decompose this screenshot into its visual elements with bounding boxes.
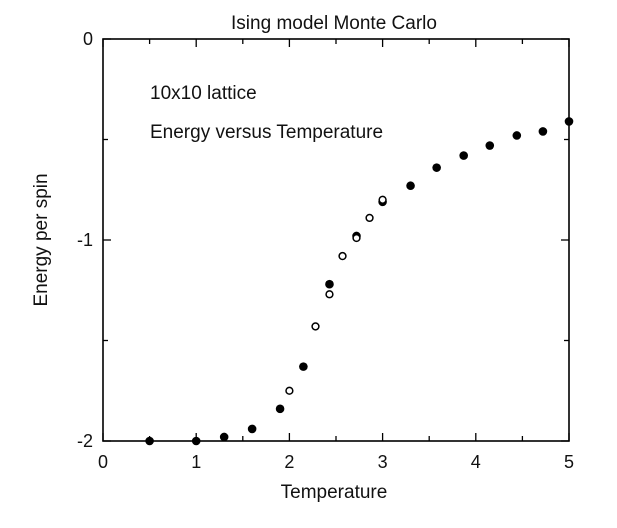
data-point-open	[378, 195, 387, 204]
x-tick-label: 2	[284, 452, 294, 472]
annotation-energy-vs-temperature: Energy versus Temperature	[150, 122, 383, 143]
data-point-filled	[512, 131, 522, 140]
data-point-filled	[247, 424, 257, 434]
data-point-open	[285, 386, 294, 395]
y-tick-label: -1	[77, 230, 93, 250]
data-point-filled	[538, 127, 548, 136]
x-tick-label: 5	[564, 452, 574, 472]
x-tick-label: 0	[98, 452, 108, 472]
data-point-filled	[219, 432, 229, 442]
y-tick-label: 0	[83, 29, 93, 49]
data-point-filled	[485, 141, 495, 150]
data-point-open	[325, 290, 334, 299]
x-tick-label: 1	[191, 452, 201, 472]
data-point-filled	[145, 436, 154, 446]
data-point-open	[311, 322, 320, 331]
data-point-filled	[325, 279, 334, 289]
data-point-open	[352, 233, 361, 243]
x-axis-label: Temperature	[281, 482, 388, 503]
data-point-filled	[406, 181, 415, 191]
data-point-filled	[432, 163, 441, 172]
annotation-lattice: 10x10 lattice	[150, 83, 257, 104]
y-tick-label: -2	[77, 431, 93, 451]
chart-title: Ising model Monte Carlo	[231, 13, 437, 34]
data-point-open	[365, 213, 374, 223]
data-point-filled	[564, 117, 574, 126]
axis-ticks	[102, 38, 570, 442]
data-point-filled	[299, 362, 308, 371]
data-point-open	[338, 251, 347, 261]
y-axis-label: Energy per spin	[31, 173, 52, 306]
x-tick-label: 3	[378, 452, 388, 472]
data-point-filled	[275, 404, 285, 414]
data-points	[145, 117, 574, 446]
data-point-filled	[191, 436, 201, 446]
data-point-filled	[459, 151, 468, 160]
axis-tick-labels: 0 1 2 3 4 5 -2 -1 0	[77, 29, 574, 472]
x-tick-label: 4	[471, 452, 481, 472]
